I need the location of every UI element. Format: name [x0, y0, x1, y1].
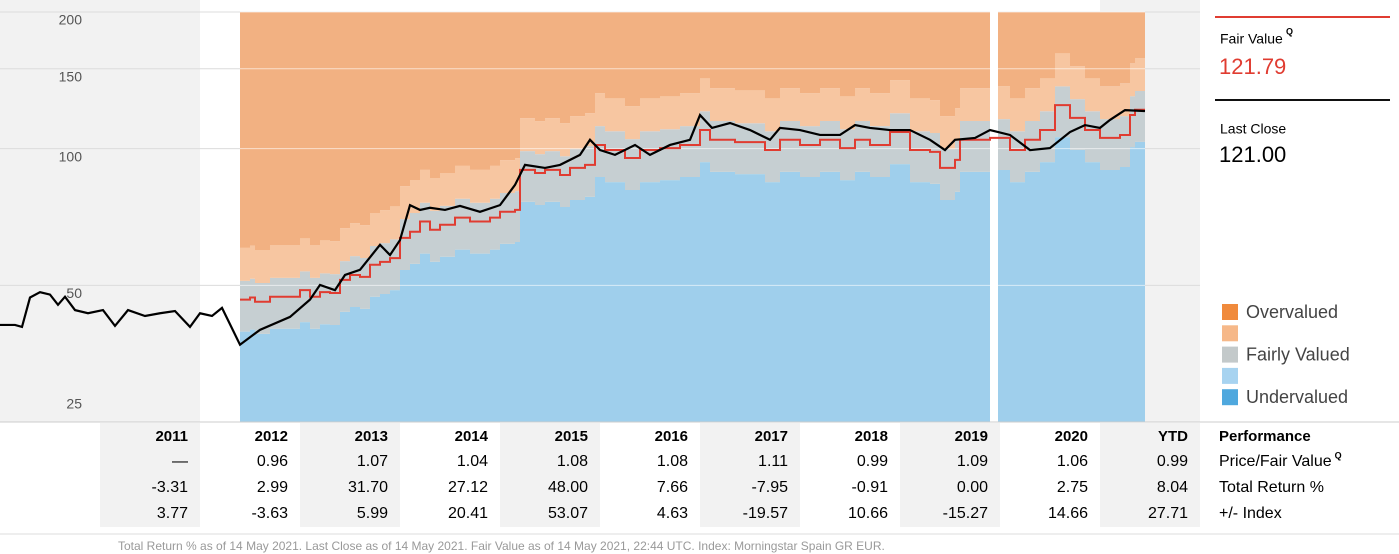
cell: 0.99: [857, 453, 888, 470]
cell: 5.99: [357, 505, 388, 522]
cell: 53.07: [548, 505, 588, 522]
y-tick-label: 100: [59, 148, 83, 164]
cell: 4.63: [657, 505, 688, 522]
y-tick-label: 25: [66, 396, 82, 412]
cell: -15.27: [943, 505, 988, 522]
legend-label: Undervalued: [1246, 387, 1348, 407]
column-header: 2019: [955, 428, 988, 445]
legend-swatch: [1222, 304, 1238, 320]
y-tick-label: 150: [59, 68, 83, 84]
row-label: +/- Index: [1219, 505, 1282, 522]
column-header: YTD: [1158, 428, 1188, 445]
column-shade: [700, 423, 800, 527]
column-header: 2011: [155, 428, 188, 445]
cell: 1.08: [657, 453, 688, 470]
valuation-band: [240, 12, 1145, 251]
cell: -19.57: [743, 505, 788, 522]
cell: 31.70: [348, 479, 388, 496]
lines: [0, 104, 1146, 347]
fair-value-line: [240, 104, 1145, 303]
footnote: Total Return % as of 14 May 2021. Last C…: [118, 539, 885, 553]
cell: 2.99: [257, 479, 288, 496]
legend: Overvalued Fairly Valued Undervalued: [1222, 302, 1350, 407]
column-header: 2016: [655, 428, 688, 445]
last-close: 121.00: [1219, 142, 1286, 167]
row-label: Total Return %: [1219, 479, 1324, 496]
column-header: 2017: [755, 428, 788, 445]
cell: 1.07: [357, 453, 388, 470]
cell: 0.99: [1157, 453, 1188, 470]
cell: 1.08: [557, 453, 588, 470]
column-header: 2013: [355, 428, 388, 445]
valuation-bands: [240, 12, 1145, 422]
cell: 0.96: [257, 453, 288, 470]
fair-value: 121.79: [1219, 54, 1286, 79]
column-shade: [900, 423, 1000, 527]
column-header: 2012: [255, 428, 288, 445]
cell: 7.66: [657, 479, 688, 496]
price-line: [0, 108, 1146, 347]
column-header: 2014: [455, 428, 489, 445]
column-header: 2018: [855, 428, 888, 445]
grid-overlay: [240, 11, 1145, 423]
column-shade: [0, 0, 200, 422]
cell: 0.00: [957, 479, 988, 496]
table-title: Performance: [1219, 428, 1311, 445]
valuation-band: [240, 53, 1145, 283]
cell: 14.66: [1048, 505, 1088, 522]
cell: 20.41: [448, 505, 488, 522]
cell: -3.63: [252, 505, 289, 522]
cell: -0.91: [852, 479, 889, 496]
cell: —: [172, 453, 188, 470]
fair-value-label: Fair Value: [1220, 31, 1283, 47]
column-shade: [500, 423, 600, 527]
cell: 1.06: [1057, 453, 1088, 470]
column-header: 2015: [555, 428, 588, 445]
row-label: Price/Fair Value: [1219, 453, 1332, 470]
column-shade: [300, 423, 400, 527]
cell: 10.66: [848, 505, 888, 522]
cell: 1.04: [457, 453, 488, 470]
cell: 27.71: [1148, 505, 1188, 522]
cell: -7.95: [752, 479, 789, 496]
band-gap: [990, 0, 998, 422]
column-shade: [1100, 423, 1200, 527]
cell: 3.77: [157, 505, 188, 522]
rating-mark: Q: [1335, 450, 1342, 460]
rating-mark: Q: [1286, 26, 1293, 36]
y-tick-label: 200: [59, 12, 83, 28]
table: 2011 2012 2013 2014 2015 2016 2017 2018 2019 2020…: [100, 423, 1342, 527]
legend-label: Overvalued: [1246, 302, 1338, 322]
cell: 2.75: [1057, 479, 1088, 496]
legend-swatch: [1222, 346, 1238, 363]
cell: -3.31: [152, 479, 189, 496]
cell: 8.04: [1157, 479, 1188, 496]
cell: 1.09: [957, 453, 988, 470]
cell: 48.00: [548, 479, 588, 496]
valuation-band: [240, 137, 1145, 422]
legend-swatch: [1222, 367, 1238, 384]
cell: 1.11: [758, 453, 788, 470]
y-tick-label: 50: [66, 285, 82, 301]
column-shade: [100, 423, 200, 527]
legend-label: Fairly Valued: [1246, 344, 1350, 364]
legend-swatch: [1222, 389, 1238, 406]
cell: 27.12: [448, 479, 488, 496]
legend-swatch: [1222, 325, 1238, 342]
last-close-label: Last Close: [1220, 121, 1286, 137]
column-header: 2020: [1055, 428, 1088, 445]
